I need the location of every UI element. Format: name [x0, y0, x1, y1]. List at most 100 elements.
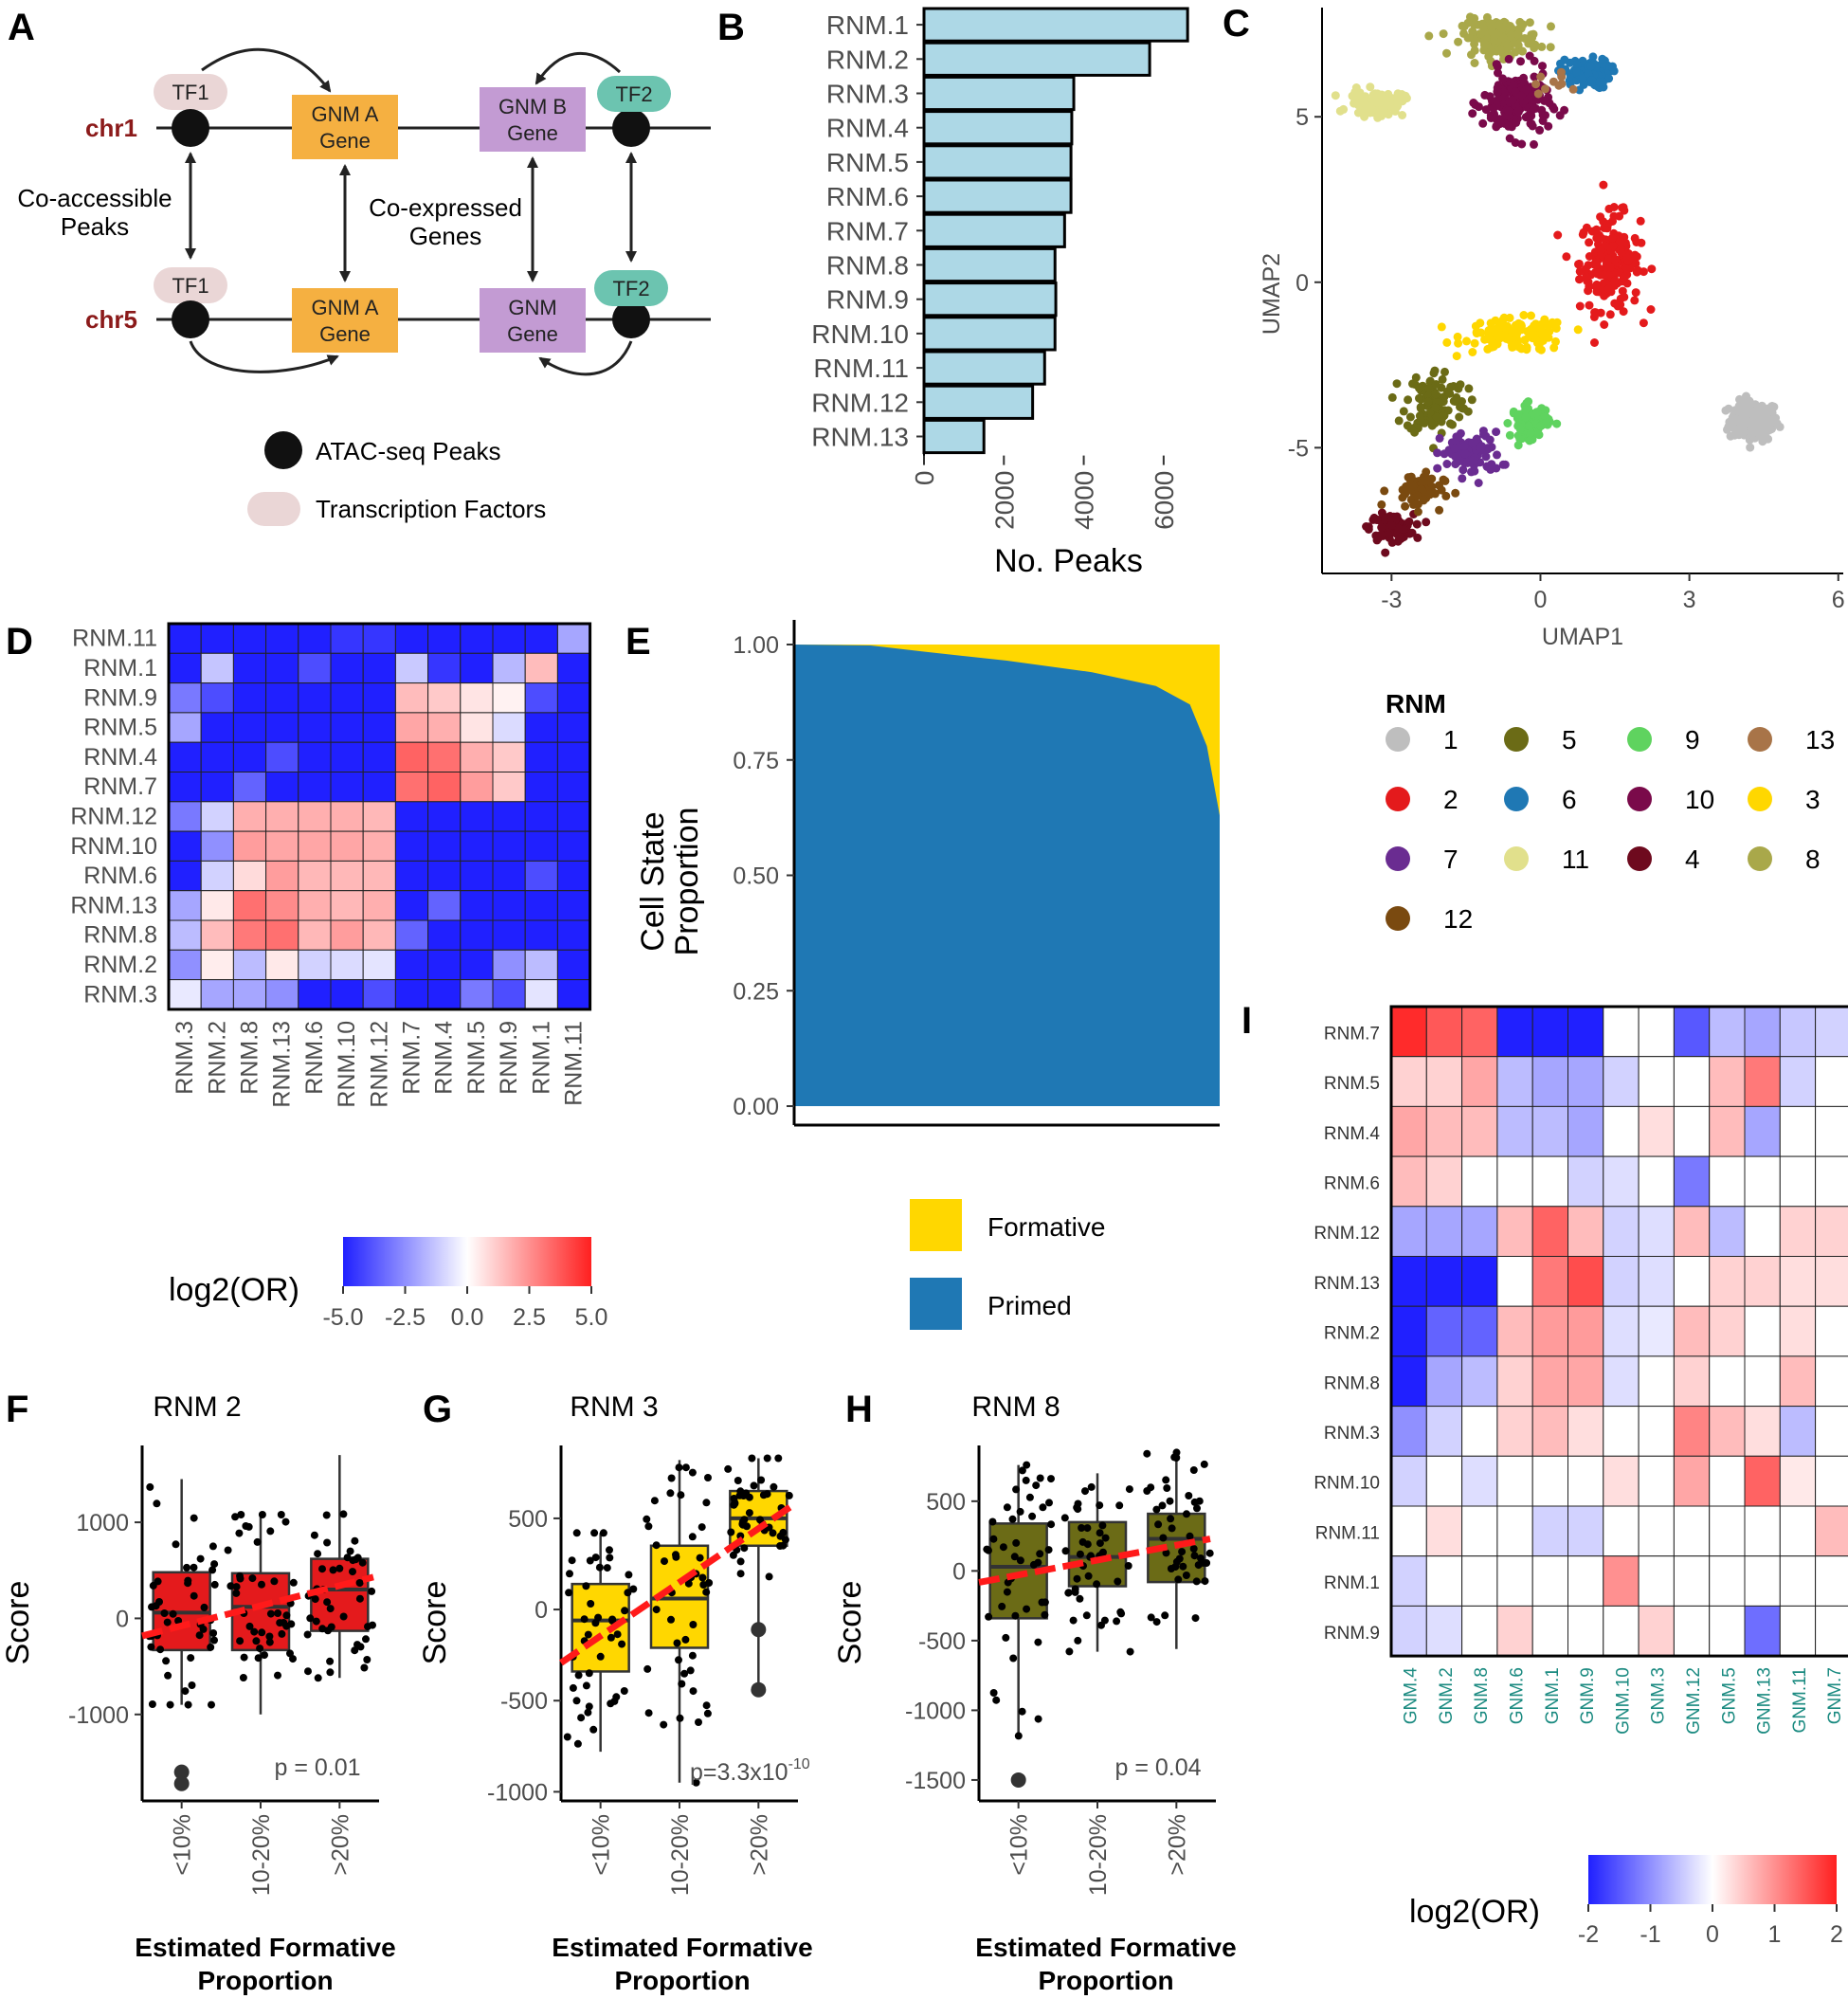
f-point [190, 1563, 198, 1572]
d-heat-cell [460, 772, 494, 803]
f-point [242, 1522, 250, 1530]
d-heat-cell [427, 890, 462, 921]
d-heat-col-label: RNM.13 [269, 1021, 296, 1108]
umap-point-rnm-8 [1487, 23, 1496, 32]
f-point [265, 1638, 274, 1646]
h-point [1200, 1460, 1208, 1468]
i-heat-cell [1673, 1006, 1711, 1058]
c-x-axis-title: UMAP1 [1542, 624, 1623, 650]
d-heat-cell [362, 949, 396, 981]
umap-point-rnm-2 [1605, 310, 1615, 319]
d-heat-cell [492, 919, 526, 951]
umap-point-rnm-1 [1735, 429, 1745, 439]
umap-point-rnm-2 [1600, 270, 1609, 280]
umap-point-rnm-5 [1438, 374, 1447, 384]
panel-label-g: G [423, 1389, 452, 1430]
d-heat-cell [460, 949, 494, 981]
d-heat-cell [524, 830, 558, 862]
umap-point-rnm-2 [1585, 300, 1594, 310]
d-colorbar-tick-label: -2.5 [385, 1304, 426, 1331]
f-point [270, 1577, 279, 1586]
i-heat-cell [1673, 1355, 1711, 1408]
rnm-legend-title: RNM [1386, 689, 1446, 718]
g-point [566, 1570, 573, 1578]
gnm-a-gene-chr5 [292, 288, 398, 353]
d-heat-cell [427, 652, 462, 684]
f-outlier [173, 1775, 190, 1791]
d-heat-cell [200, 682, 234, 714]
umap-point-rnm-5 [1411, 373, 1421, 382]
h-point [1147, 1483, 1155, 1492]
g-point [696, 1554, 704, 1562]
i-heat-cell [1496, 1605, 1533, 1657]
i-heat-cell [1673, 1305, 1711, 1357]
bar-rnm-9 [922, 282, 1058, 318]
i-heat-cell [1461, 1505, 1498, 1557]
umap-point-rnm-10 [1541, 111, 1549, 120]
umap-point-rnm-4 [1394, 524, 1403, 534]
h-point [1087, 1482, 1096, 1491]
d-heat-row-label: RNM.3 [83, 981, 157, 1008]
i-heat-cell [1815, 1406, 1848, 1457]
tf2-top-label: TF2 [615, 82, 652, 106]
umap-point-rnm-1 [1746, 443, 1755, 452]
g-point [702, 1701, 711, 1710]
g-point [584, 1630, 592, 1639]
umap-point-rnm-2 [1613, 301, 1622, 311]
umap-point-rnm-4 [1381, 548, 1390, 557]
umap-point-rnm-5 [1467, 395, 1477, 405]
rnm-legend-swatch-6 [1504, 787, 1529, 811]
d-heat-row-label: RNM.13 [70, 892, 157, 918]
legend-formative-swatch [910, 1199, 962, 1251]
h-point [1060, 1514, 1069, 1522]
h-point [1168, 1524, 1176, 1533]
umap-point-rnm-7 [1433, 463, 1442, 473]
regulation-arrow-chr5-left [189, 340, 339, 373]
g-point [589, 1725, 598, 1734]
i-colorbar-tick-label: 2 [1830, 1921, 1843, 1948]
h-ytick-label: 0 [952, 1558, 966, 1585]
umap-point-rnm-8 [1424, 31, 1434, 41]
f-point [208, 1542, 217, 1551]
i-heat-cell [1744, 1555, 1781, 1607]
d-heat-cell [427, 979, 462, 1010]
h-point [1124, 1562, 1132, 1570]
h-point [1011, 1611, 1020, 1620]
umap-point-rnm-6 [1584, 69, 1593, 79]
d-heat-cell [265, 860, 299, 892]
h-point [1203, 1559, 1211, 1567]
f-point [318, 1565, 326, 1573]
d-heat-cell [265, 830, 299, 862]
d-heat-cell [330, 741, 364, 773]
i-heat-cell [1531, 1155, 1568, 1208]
umap-point-rnm-8 [1525, 18, 1534, 27]
umap-point-rnm-7 [1450, 444, 1459, 453]
d-heat-cell [394, 682, 429, 714]
g-ytick-label: 500 [508, 1506, 548, 1533]
i-heat-cell [1603, 1605, 1640, 1657]
d-heat-cell [298, 949, 332, 981]
i-colorbar-tick-label: -2 [1578, 1921, 1599, 1948]
f-point [281, 1517, 290, 1526]
f-point [232, 1583, 241, 1591]
tf1-top-badge [154, 74, 227, 110]
d-heat-cell [556, 860, 591, 892]
h-point [992, 1696, 1001, 1704]
g-point [673, 1639, 681, 1647]
c-ytick-label: -5 [1288, 435, 1309, 462]
g-point [568, 1556, 576, 1565]
legend-tf-icon [247, 492, 300, 526]
i-heat-row-label: RNM.1 [1324, 1573, 1380, 1593]
d-heat-cell [556, 949, 591, 981]
h-point [1190, 1552, 1199, 1560]
h-point [1012, 1485, 1021, 1494]
umap-point-rnm-8 [1487, 47, 1496, 57]
umap-point-rnm-11 [1331, 91, 1340, 100]
h-point [1018, 1707, 1026, 1716]
f-point [304, 1667, 312, 1676]
i-heat-cell [1709, 1406, 1746, 1457]
g-point [769, 1529, 777, 1537]
d-heat-cell [232, 890, 267, 921]
panel-label-b: B [717, 7, 745, 48]
d-heat-cell [298, 682, 332, 714]
